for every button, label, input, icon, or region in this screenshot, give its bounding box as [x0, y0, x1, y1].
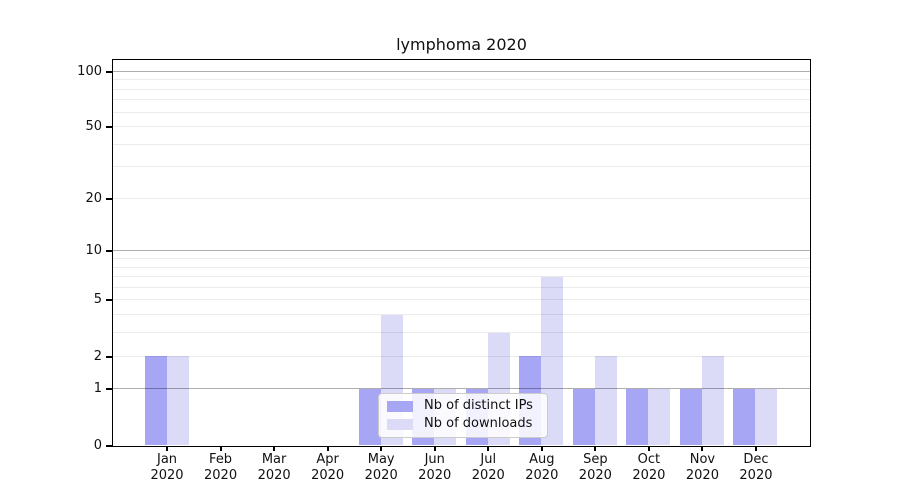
y-gridline-minor — [113, 197, 810, 199]
x-tick-label: Oct 2020 — [632, 452, 666, 483]
y-tick-label: 100 — [77, 63, 102, 79]
y-gridline-minor — [113, 166, 810, 168]
y-tick-label: 5 — [93, 292, 102, 308]
bar-downloads — [648, 388, 671, 445]
y-tick — [106, 250, 112, 253]
y-gridline-minor — [113, 143, 810, 145]
y-tick — [106, 126, 112, 129]
y-tick-label: 50 — [85, 119, 102, 135]
y-tick — [106, 444, 112, 447]
y-tick-label: 20 — [85, 190, 102, 206]
x-tick-label: Apr 2020 — [311, 452, 345, 483]
legend: Nb of distinct IPs Nb of downloads — [378, 393, 548, 438]
grid-layer — [113, 60, 810, 446]
plot-area — [112, 59, 811, 447]
x-tick — [380, 446, 383, 451]
y-gridline-major — [113, 388, 810, 390]
x-tick-label: Feb 2020 — [204, 452, 238, 483]
x-tick-label: Jan 2020 — [150, 452, 184, 483]
y-tick — [106, 355, 112, 358]
x-tick-label: Dec 2020 — [739, 452, 773, 483]
bar-distinct-ips — [144, 356, 167, 445]
y-gridline-minor — [113, 79, 810, 81]
x-tick — [540, 446, 543, 451]
y-gridline-minor — [113, 266, 810, 268]
bar-downloads — [166, 356, 189, 445]
y-gridline-minor — [113, 126, 810, 128]
x-tick-label: Aug 2020 — [525, 452, 559, 483]
x-tick — [701, 446, 704, 451]
y-gridline-minor — [113, 299, 810, 301]
x-tick — [647, 446, 650, 451]
x-tick-label: Jun 2020 — [418, 452, 452, 483]
legend-swatch-downloads — [387, 418, 413, 430]
bar-downloads — [755, 388, 778, 445]
y-gridline-minor — [113, 314, 810, 316]
bar-distinct-ips — [358, 388, 381, 445]
x-tick — [166, 446, 169, 451]
x-tick — [219, 446, 222, 451]
y-gridline-major — [113, 70, 810, 72]
y-tick — [106, 197, 112, 200]
y-gridline-minor — [113, 355, 810, 357]
y-gridline-minor — [113, 88, 810, 90]
x-tick — [487, 446, 490, 451]
x-tick-label: Jul 2020 — [471, 452, 505, 483]
bar-distinct-ips — [679, 388, 702, 445]
x-tick — [273, 446, 276, 451]
y-tick — [106, 70, 112, 73]
x-tick — [326, 446, 329, 451]
chart-title: lymphoma 2020 — [396, 35, 527, 54]
legend-label-distinct-ips: Nb of distinct IPs — [424, 398, 533, 413]
y-gridline-minor — [113, 332, 810, 334]
y-gridline-minor — [113, 258, 810, 259]
y-gridline-minor — [113, 99, 810, 101]
x-tick — [433, 446, 436, 451]
legend-swatch-distinct-ips — [387, 400, 413, 412]
y-gridline-minor — [113, 276, 810, 278]
x-tick-label: May 2020 — [364, 452, 398, 483]
y-gridline-major — [113, 250, 810, 252]
y-tick-label: 1 — [93, 381, 102, 397]
bar-downloads — [701, 356, 724, 445]
x-tick — [754, 446, 757, 451]
y-tick-label: 0 — [93, 437, 102, 453]
y-tick — [106, 388, 112, 391]
legend-item-downloads: Nb of downloads — [387, 416, 539, 432]
x-tick-label: Nov 2020 — [685, 452, 719, 483]
x-tick-label: Sep 2020 — [578, 452, 612, 483]
bar-downloads — [594, 356, 617, 445]
y-tick — [106, 299, 112, 302]
bar-distinct-ips — [572, 388, 595, 445]
y-tick-label: 10 — [85, 243, 102, 259]
y-tick-label: 2 — [93, 348, 102, 364]
bar-distinct-ips — [626, 388, 649, 445]
legend-label-downloads: Nb of downloads — [424, 416, 533, 431]
y-gridline-minor — [113, 111, 810, 113]
x-tick — [594, 446, 597, 451]
bar-distinct-ips — [733, 388, 756, 445]
legend-item-distinct-ips: Nb of distinct IPs — [387, 398, 539, 414]
x-tick-label: Mar 2020 — [257, 452, 291, 483]
y-gridline-minor — [113, 286, 810, 288]
